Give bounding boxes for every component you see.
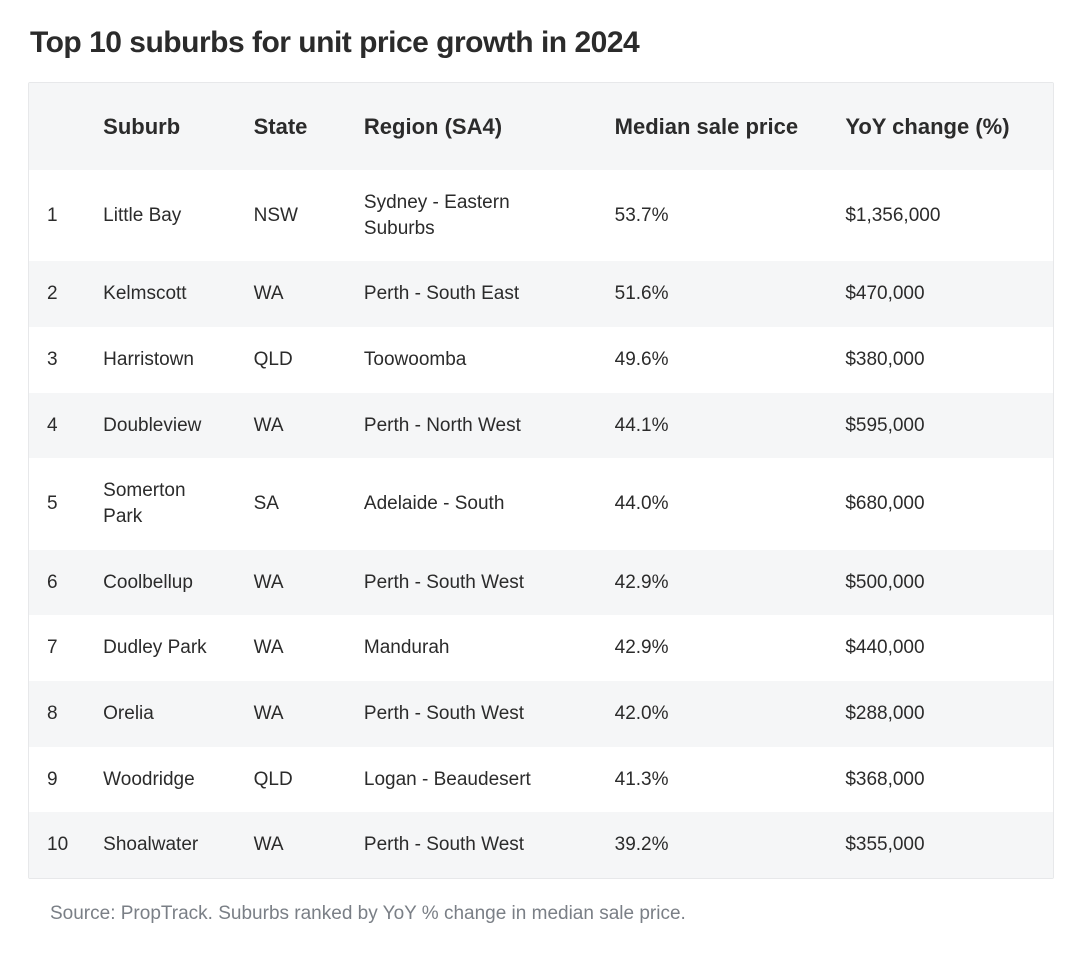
cell-state: SA	[236, 458, 346, 549]
col-header-state: State	[236, 83, 346, 170]
cell-suburb: Somerton Park	[85, 458, 235, 549]
cell-region: Mandurah	[346, 615, 597, 681]
col-header-price: Median sale price	[597, 83, 828, 170]
cell-price: 49.6%	[597, 327, 828, 393]
data-table: Suburb State Region (SA4) Median sale pr…	[28, 82, 1054, 879]
cell-yoy: $470,000	[827, 261, 1053, 327]
cell-rank: 9	[29, 747, 85, 813]
cell-region: Toowoomba	[346, 327, 597, 393]
cell-suburb: Kelmscott	[85, 261, 235, 327]
table-row: 6 Coolbellup WA Perth - South West 42.9%…	[29, 550, 1053, 616]
cell-region: Perth - South East	[346, 261, 597, 327]
cell-price: 39.2%	[597, 812, 828, 878]
cell-price: 44.0%	[597, 458, 828, 549]
cell-suburb: Little Bay	[85, 170, 235, 261]
cell-state: WA	[236, 615, 346, 681]
table-row: 3 Harristown QLD Toowoomba 49.6% $380,00…	[29, 327, 1053, 393]
cell-price: 41.3%	[597, 747, 828, 813]
table-row: 10 Shoalwater WA Perth - South West 39.2…	[29, 812, 1053, 878]
cell-region: Sydney - Eastern Suburbs	[346, 170, 597, 261]
cell-region: Perth - North West	[346, 393, 597, 459]
cell-rank: 1	[29, 170, 85, 261]
col-header-suburb: Suburb	[85, 83, 235, 170]
cell-rank: 10	[29, 812, 85, 878]
cell-state: WA	[236, 681, 346, 747]
cell-rank: 3	[29, 327, 85, 393]
cell-yoy: $500,000	[827, 550, 1053, 616]
table-row: 5 Somerton Park SA Adelaide - South 44.0…	[29, 458, 1053, 549]
cell-yoy: $355,000	[827, 812, 1053, 878]
cell-state: WA	[236, 261, 346, 327]
table-header-row: Suburb State Region (SA4) Median sale pr…	[29, 83, 1053, 170]
cell-state: WA	[236, 393, 346, 459]
table-row: 9 Woodridge QLD Logan - Beaudesert 41.3%…	[29, 747, 1053, 813]
cell-rank: 5	[29, 458, 85, 549]
cell-rank: 7	[29, 615, 85, 681]
table-row: 7 Dudley Park WA Mandurah 42.9% $440,000	[29, 615, 1053, 681]
cell-state: QLD	[236, 327, 346, 393]
cell-suburb: Coolbellup	[85, 550, 235, 616]
cell-rank: 6	[29, 550, 85, 616]
page-root: Top 10 suburbs for unit price growth in …	[0, 0, 1080, 955]
table-body: 1 Little Bay NSW Sydney - Eastern Suburb…	[29, 170, 1053, 878]
cell-state: NSW	[236, 170, 346, 261]
cell-region: Perth - South West	[346, 550, 597, 616]
cell-rank: 2	[29, 261, 85, 327]
cell-price: 44.1%	[597, 393, 828, 459]
col-header-region: Region (SA4)	[346, 83, 597, 170]
cell-price: 42.9%	[597, 550, 828, 616]
cell-suburb: Woodridge	[85, 747, 235, 813]
cell-price: 53.7%	[597, 170, 828, 261]
table-row: 2 Kelmscott WA Perth - South East 51.6% …	[29, 261, 1053, 327]
cell-yoy: $440,000	[827, 615, 1053, 681]
col-header-yoy: YoY change (%)	[827, 83, 1053, 170]
page-title: Top 10 suburbs for unit price growth in …	[30, 26, 1052, 60]
cell-yoy: $368,000	[827, 747, 1053, 813]
cell-yoy: $680,000	[827, 458, 1053, 549]
table-row: 4 Doubleview WA Perth - North West 44.1%…	[29, 393, 1053, 459]
cell-region: Perth - South West	[346, 812, 597, 878]
cell-rank: 4	[29, 393, 85, 459]
cell-price: 51.6%	[597, 261, 828, 327]
cell-suburb: Shoalwater	[85, 812, 235, 878]
cell-suburb: Harristown	[85, 327, 235, 393]
table-row: 1 Little Bay NSW Sydney - Eastern Suburb…	[29, 170, 1053, 261]
cell-state: WA	[236, 550, 346, 616]
cell-yoy: $1,356,000	[827, 170, 1053, 261]
cell-price: 42.9%	[597, 615, 828, 681]
cell-region: Adelaide - South	[346, 458, 597, 549]
cell-yoy: $380,000	[827, 327, 1053, 393]
suburbs-table: Suburb State Region (SA4) Median sale pr…	[29, 83, 1053, 878]
cell-suburb: Orelia	[85, 681, 235, 747]
cell-state: QLD	[236, 747, 346, 813]
cell-price: 42.0%	[597, 681, 828, 747]
table-row: 8 Orelia WA Perth - South West 42.0% $28…	[29, 681, 1053, 747]
col-header-rank	[29, 83, 85, 170]
cell-region: Perth - South West	[346, 681, 597, 747]
cell-suburb: Dudley Park	[85, 615, 235, 681]
cell-yoy: $595,000	[827, 393, 1053, 459]
cell-state: WA	[236, 812, 346, 878]
cell-suburb: Doubleview	[85, 393, 235, 459]
source-note: Source: PropTrack. Suburbs ranked by YoY…	[50, 903, 1052, 925]
cell-rank: 8	[29, 681, 85, 747]
cell-region: Logan - Beaudesert	[346, 747, 597, 813]
cell-yoy: $288,000	[827, 681, 1053, 747]
